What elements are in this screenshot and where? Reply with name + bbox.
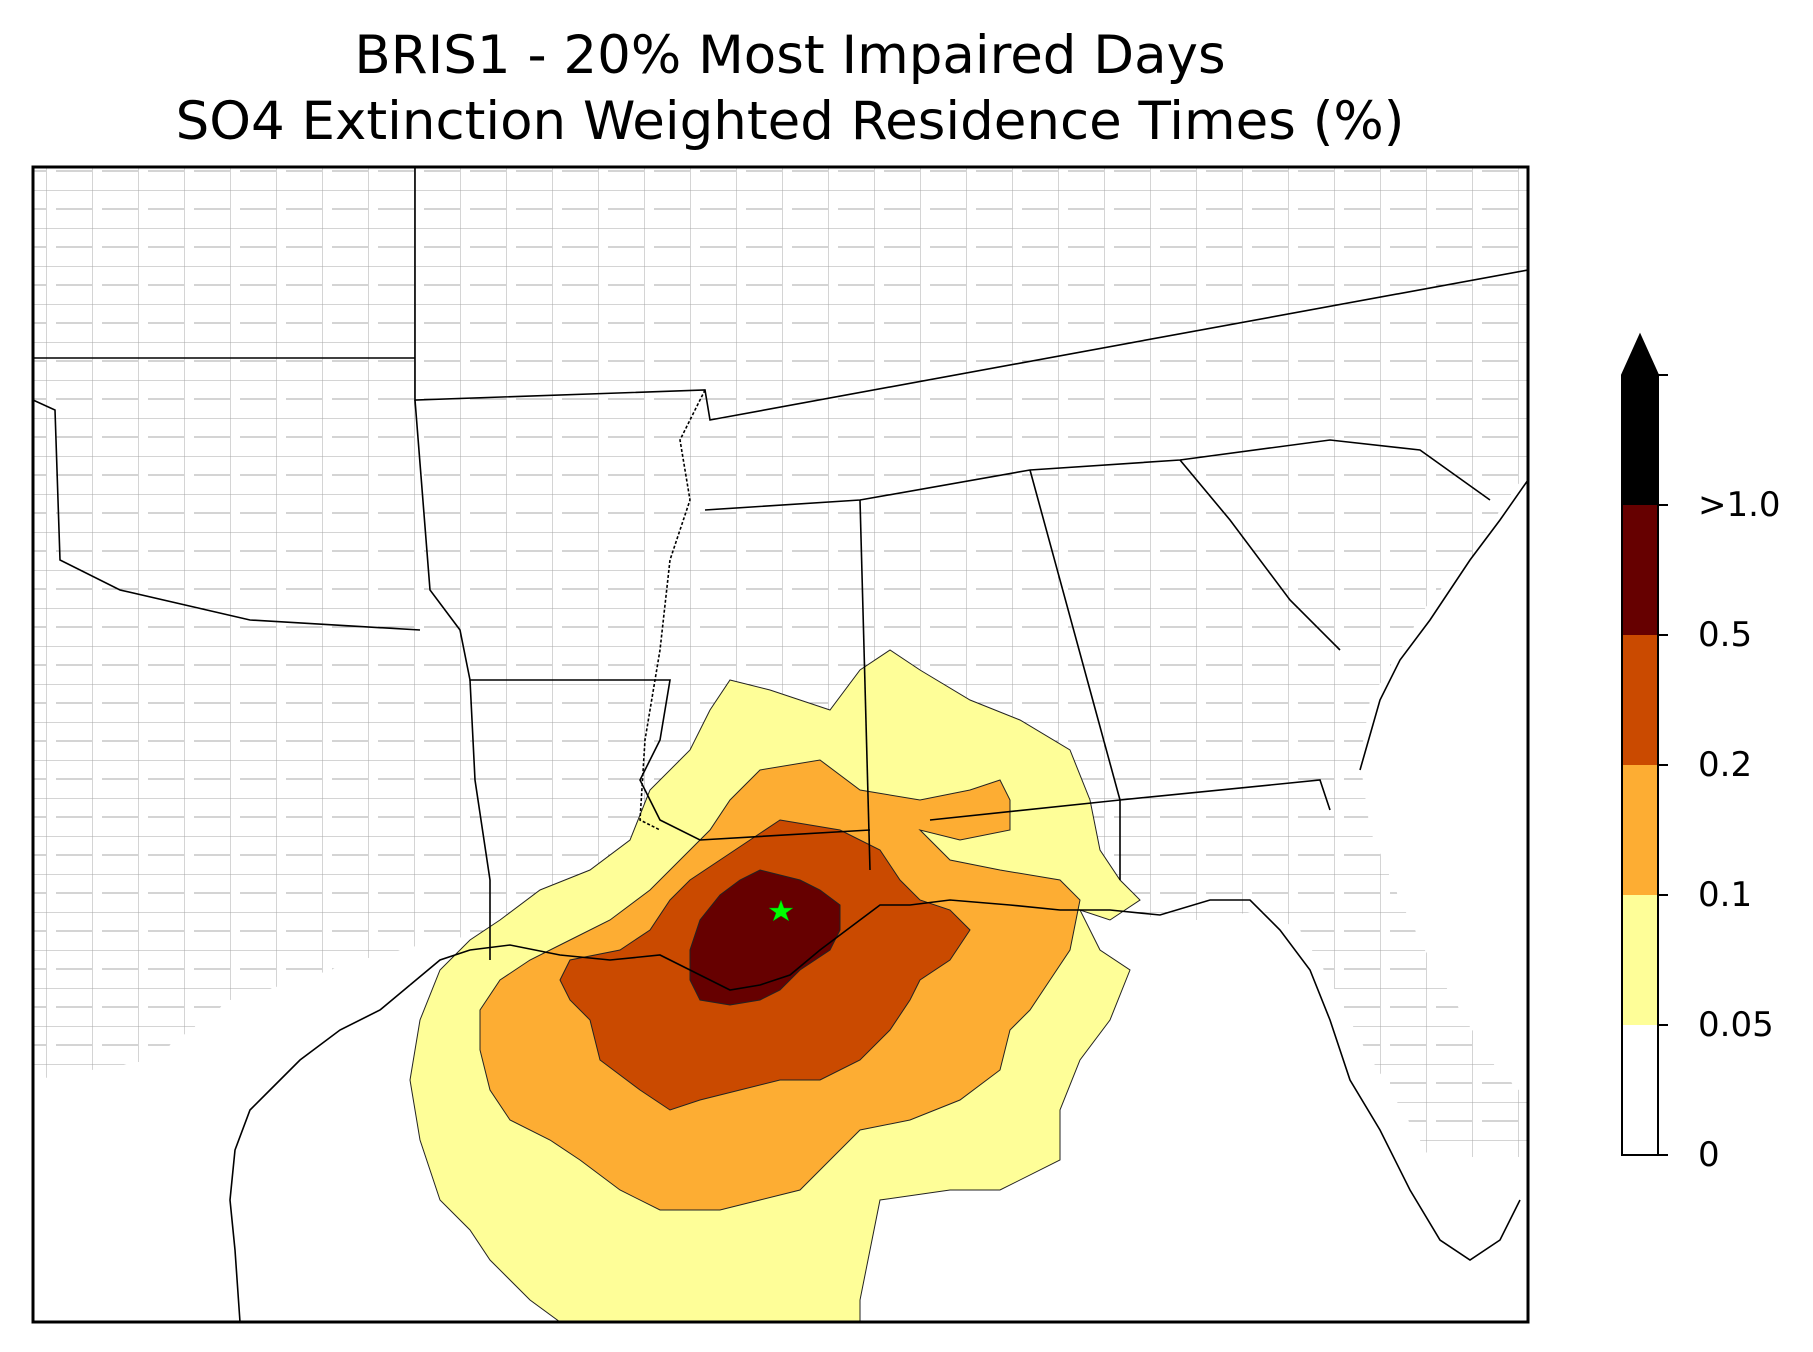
coastline <box>229 479 1528 1322</box>
site-star-icon <box>768 899 794 922</box>
colorbar-swatch-0 <box>1622 1025 1658 1155</box>
colorbar-label-0.5: 0.5 <box>1698 615 1753 655</box>
state-boundaries <box>33 167 1528 960</box>
colorbar-label-0.05: 0.05 <box>1698 1005 1774 1045</box>
colorbar-label-0.2: 0.2 <box>1698 745 1753 785</box>
map-frame <box>31 165 1530 1324</box>
colorbar-swatch-0.1 <box>1622 765 1658 895</box>
colorbar-swatch-0.05 <box>1622 895 1658 1025</box>
contour-field <box>409 649 1141 1322</box>
colorbar-extend-arrow <box>1622 335 1658 505</box>
atlantic-water <box>1360 470 1528 1100</box>
colorbar-swatch-0.2 <box>1622 635 1658 765</box>
contour-0.5 <box>689 869 841 1006</box>
map-title-line-2: SO4 Extinction Weighted Residence Times … <box>175 91 1405 152</box>
colorbar-label-0: 0 <box>1698 1135 1720 1175</box>
colorbar-swatch-0.5 <box>1622 505 1658 635</box>
colorbar-label-gt-1.0: >1.0 <box>1698 485 1781 525</box>
colorbar-label-0.1: 0.1 <box>1698 875 1753 915</box>
map-area <box>33 167 1528 1322</box>
colorbar-ticks <box>1658 374 1668 1156</box>
colorbar <box>1621 332 1668 1156</box>
map-title-line-1: BRIS1 - 20% Most Impaired Days <box>354 25 1226 86</box>
